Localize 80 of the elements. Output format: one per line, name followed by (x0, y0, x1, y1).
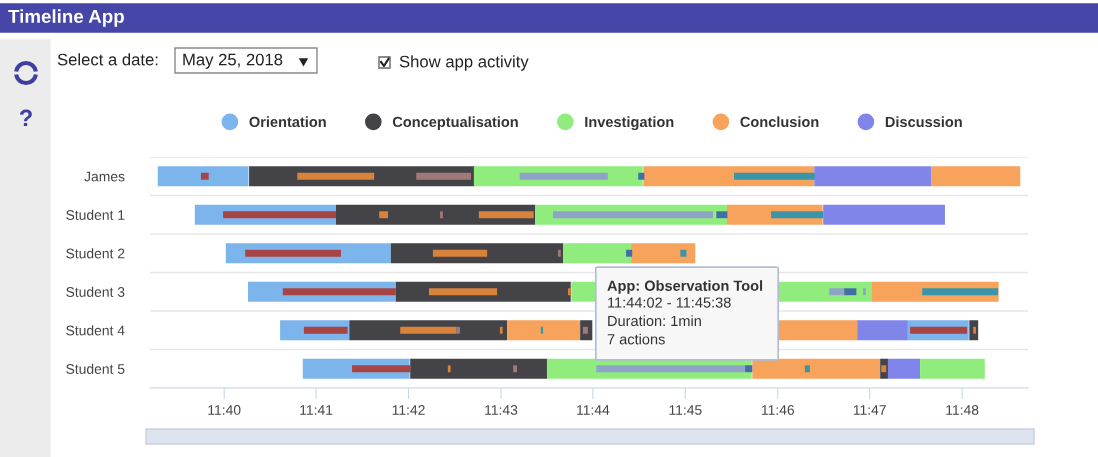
bar (478, 211, 534, 219)
bar (200, 172, 209, 180)
bar (432, 249, 488, 257)
bar (400, 326, 457, 334)
x-tick-label: 11:40 (208, 405, 241, 415)
bar (973, 326, 976, 334)
legend-label: Conceptualisation (392, 116, 518, 130)
annotation: App: Observation Tool (607, 280, 763, 294)
bar (157, 166, 249, 187)
bar (856, 320, 908, 341)
legend-label: Investigation (585, 116, 674, 131)
bar (631, 243, 696, 264)
bar (771, 211, 824, 219)
bar (881, 365, 887, 373)
bar (513, 365, 518, 373)
bar (440, 211, 443, 219)
bar (303, 326, 348, 334)
text: ? (19, 109, 32, 127)
x-tick-label: 11:45 (669, 405, 702, 415)
y-tick-label: Student 3 (66, 286, 125, 297)
bar (245, 249, 341, 257)
bar (716, 211, 728, 219)
bar (931, 166, 1021, 187)
bar (844, 288, 857, 296)
y-tick-label: Student 4 (66, 325, 125, 336)
bar (379, 211, 389, 219)
text: Show app activity (399, 55, 529, 71)
bar (829, 288, 845, 296)
x-tick-label: 11:42 (392, 405, 425, 415)
bar (804, 365, 810, 373)
bar (734, 172, 815, 180)
y-tick-label: Student 5 (66, 363, 125, 374)
bar (447, 365, 451, 373)
text: May 25, 2018 (183, 53, 283, 69)
bar (745, 365, 753, 373)
annotation: 11:44:02 - 11:45:38 Duration: 1min 7 actions (607, 297, 731, 345)
bar (567, 288, 571, 296)
bar (920, 358, 985, 379)
bar (922, 288, 999, 296)
legend-label: Conclusion (740, 116, 819, 128)
y-tick-label: Student 1 (66, 209, 125, 220)
bar (540, 326, 544, 334)
bar (282, 288, 396, 296)
chart-title: Timeline App (8, 9, 124, 27)
bar (814, 166, 932, 187)
bar (910, 326, 968, 334)
y-tick-label: James (84, 171, 125, 182)
x-tick-label: 11:48 (946, 405, 979, 415)
bar (416, 172, 472, 180)
bar (626, 249, 633, 257)
bar (223, 211, 337, 219)
text: Select a date: (57, 53, 158, 66)
x-tick-label: 11:44 (577, 405, 610, 415)
bar (752, 358, 881, 379)
bar (499, 326, 503, 334)
bar (558, 249, 561, 257)
bar (887, 358, 921, 379)
bar (336, 204, 536, 225)
bar (297, 172, 375, 180)
bar (507, 320, 581, 341)
legend-label: Discussion (885, 116, 962, 128)
bar (553, 211, 714, 219)
bar (562, 243, 632, 264)
y-tick-label: Student 2 (66, 248, 125, 259)
bar (410, 358, 548, 379)
bar (680, 249, 687, 257)
legend-label: Orientation (249, 116, 326, 128)
bar (863, 288, 866, 296)
bar (823, 204, 945, 225)
bar (638, 172, 645, 180)
bar (519, 172, 608, 180)
bar (429, 288, 498, 296)
bar (352, 365, 411, 373)
x-tick-label: 11:41 (300, 405, 333, 415)
x-tick-label: 11:46 (761, 405, 795, 415)
x-tick-label: 11:47 (853, 405, 886, 415)
x-tick-label: 11:43 (485, 405, 518, 415)
bar (582, 326, 588, 334)
bar (456, 326, 461, 334)
bar (596, 365, 746, 373)
